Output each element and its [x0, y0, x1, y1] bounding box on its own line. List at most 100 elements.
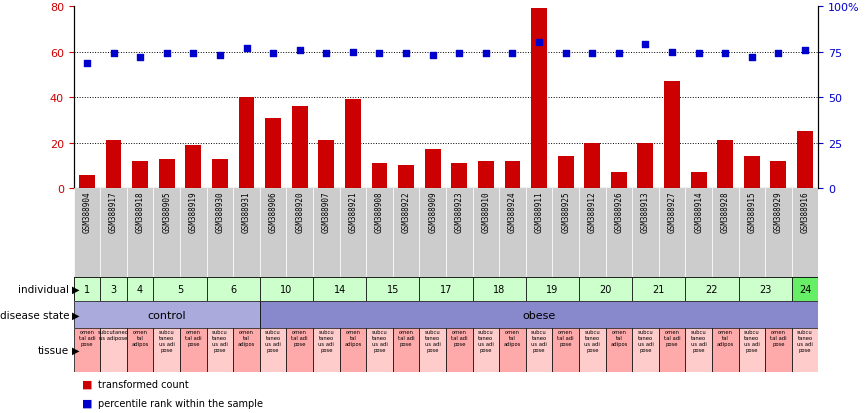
- Bar: [287, 328, 313, 372]
- Bar: [685, 278, 739, 301]
- Bar: [180, 189, 207, 278]
- Text: GSM388912: GSM388912: [588, 190, 597, 232]
- Bar: [319, 141, 334, 189]
- Point: [559, 51, 572, 57]
- Text: GSM388914: GSM388914: [695, 190, 703, 232]
- Bar: [74, 328, 100, 372]
- Bar: [398, 166, 414, 189]
- Bar: [292, 107, 307, 189]
- Text: subcu
taneo
us adi
pose: subcu taneo us adi pose: [478, 330, 494, 352]
- Bar: [366, 189, 393, 278]
- Point: [798, 47, 812, 54]
- Bar: [446, 328, 473, 372]
- Text: subcu
taneo
us adi
pose: subcu taneo us adi pose: [212, 330, 228, 352]
- Bar: [265, 118, 281, 189]
- Text: GSM388927: GSM388927: [668, 190, 676, 232]
- Bar: [132, 161, 148, 189]
- Text: subcu
taneo
us adi
pose: subcu taneo us adi pose: [585, 330, 600, 352]
- Bar: [766, 189, 792, 278]
- Point: [293, 47, 307, 54]
- Bar: [366, 278, 419, 301]
- Bar: [313, 189, 339, 278]
- Text: subcu
taneo
us adi
pose: subcu taneo us adi pose: [797, 330, 813, 352]
- Point: [745, 55, 759, 61]
- Point: [372, 51, 386, 57]
- Bar: [691, 173, 707, 189]
- Bar: [260, 189, 287, 278]
- Text: GSM388928: GSM388928: [721, 190, 730, 232]
- Bar: [260, 328, 287, 372]
- Bar: [233, 328, 260, 372]
- Point: [506, 51, 520, 57]
- Bar: [771, 161, 786, 189]
- Bar: [446, 189, 473, 278]
- Bar: [637, 143, 654, 189]
- Point: [452, 51, 466, 57]
- Text: GSM388931: GSM388931: [242, 190, 251, 232]
- Text: omen
tal adi
pose: omen tal adi pose: [397, 330, 415, 346]
- Text: GSM388925: GSM388925: [561, 190, 570, 232]
- Bar: [313, 328, 339, 372]
- Text: subcu
taneo
us adi
pose: subcu taneo us adi pose: [424, 330, 441, 352]
- Text: 10: 10: [281, 285, 293, 294]
- Point: [479, 51, 493, 57]
- Point: [186, 51, 200, 57]
- Bar: [685, 189, 712, 278]
- Point: [718, 51, 732, 57]
- Point: [80, 60, 94, 66]
- Text: 4: 4: [137, 285, 143, 294]
- Bar: [207, 189, 233, 278]
- Bar: [478, 161, 494, 189]
- Bar: [505, 161, 520, 189]
- Text: omen
tal
adipos: omen tal adipos: [238, 330, 255, 346]
- Bar: [717, 141, 734, 189]
- Bar: [659, 328, 685, 372]
- Bar: [451, 164, 468, 189]
- Bar: [632, 278, 685, 301]
- Text: subcu
taneo
us adi
pose: subcu taneo us adi pose: [265, 330, 281, 352]
- Text: 24: 24: [798, 285, 811, 294]
- Bar: [473, 189, 499, 278]
- Bar: [153, 189, 180, 278]
- Point: [320, 51, 333, 57]
- Text: GSM388917: GSM388917: [109, 190, 118, 232]
- Bar: [393, 328, 419, 372]
- Bar: [207, 278, 260, 301]
- Bar: [739, 278, 792, 301]
- Text: omen
tal adi
pose: omen tal adi pose: [770, 330, 787, 346]
- Point: [638, 42, 652, 48]
- Bar: [664, 82, 680, 189]
- Bar: [419, 189, 446, 278]
- Text: GSM388906: GSM388906: [268, 190, 278, 232]
- Bar: [100, 328, 126, 372]
- Point: [266, 51, 280, 57]
- Bar: [792, 278, 818, 301]
- Bar: [499, 189, 526, 278]
- Text: omen
tal
adipos: omen tal adipos: [344, 330, 362, 346]
- Text: GSM388909: GSM388909: [428, 190, 437, 232]
- Bar: [792, 189, 818, 278]
- Bar: [605, 189, 632, 278]
- Bar: [126, 278, 153, 301]
- Text: 18: 18: [493, 285, 506, 294]
- Text: ▶: ▶: [72, 345, 80, 355]
- Text: GSM388907: GSM388907: [322, 190, 331, 232]
- Bar: [419, 278, 473, 301]
- Text: 23: 23: [759, 285, 772, 294]
- Bar: [531, 9, 547, 189]
- Text: omen
tal
adipos: omen tal adipos: [611, 330, 628, 346]
- Point: [107, 51, 120, 57]
- Bar: [153, 278, 207, 301]
- Bar: [153, 328, 180, 372]
- Text: omen
tal
adipos: omen tal adipos: [132, 330, 149, 346]
- Point: [133, 55, 147, 61]
- Text: GSM388905: GSM388905: [162, 190, 171, 232]
- Text: GSM388916: GSM388916: [800, 190, 810, 232]
- Text: GSM388920: GSM388920: [295, 190, 304, 232]
- Bar: [553, 189, 579, 278]
- Text: 22: 22: [706, 285, 718, 294]
- Point: [240, 45, 254, 52]
- Bar: [260, 301, 818, 328]
- Text: ■: ■: [82, 379, 93, 389]
- Bar: [79, 175, 95, 189]
